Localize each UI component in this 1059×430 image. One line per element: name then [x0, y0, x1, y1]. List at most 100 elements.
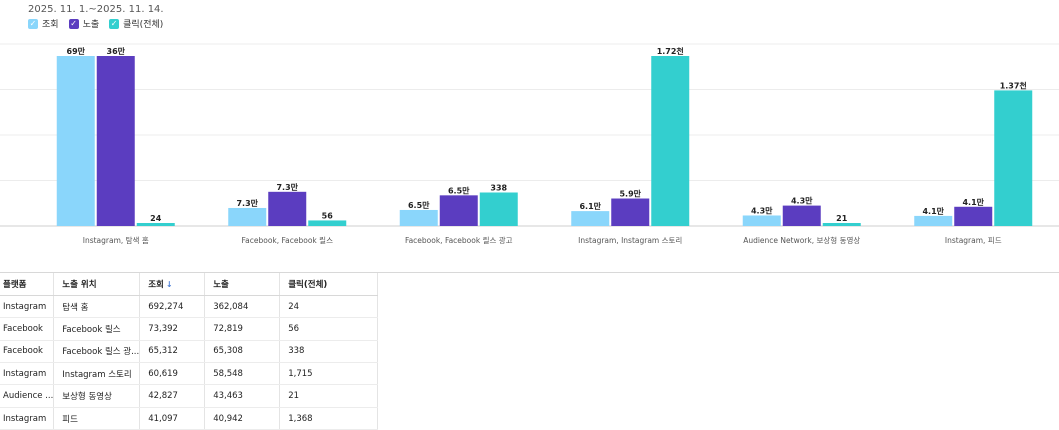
bar — [136, 223, 175, 226]
cell-views: 73,392 — [139, 317, 206, 341]
legend-label: 노출 — [82, 20, 100, 30]
table-row[interactable]: Facebook Facebook 릴스 광... 65,312 65,308 … — [0, 340, 379, 364]
x-tick-label: Facebook, Facebook 릴스 — [242, 236, 334, 245]
bar — [56, 56, 95, 226]
x-tick-label: Instagram, 탐색 홈 — [83, 235, 149, 245]
cell-platform: Instagram — [0, 362, 55, 386]
cell-platform: Facebook — [0, 317, 55, 341]
bar — [439, 195, 478, 226]
x-tick-label: Instagram, Instagram 스토리 — [578, 236, 682, 245]
data-label: 4.1만 — [962, 197, 984, 207]
data-label: 21 — [836, 214, 848, 223]
cell-clicks: 1,715 — [279, 362, 379, 386]
x-tick-label: Instagram, 피드 — [945, 236, 1002, 245]
bar — [994, 90, 1033, 226]
cell-views: 60,619 — [139, 362, 206, 386]
bar — [822, 223, 861, 226]
bar-chart: 69만 7.3만 6.5만 6.1만 4.3만 4.1만 36만 7.3만 6.5만 5.9만 4.… — [0, 43, 1059, 245]
legend-label: 조회 — [42, 20, 59, 30]
x-tick-label: Audience Network, 보상형 동영상 — [743, 235, 860, 245]
cell-platform: Facebook — [0, 340, 55, 364]
column-header-views[interactable]: 조회 ↓ — [139, 273, 206, 296]
legend-item-views[interactable]: ✓ 조회 — [28, 17, 59, 30]
data-label: 36만 — [107, 46, 126, 56]
cell-placement: Instagram 스토리 — [53, 362, 141, 386]
cell-impressions: 72,819 — [204, 317, 281, 341]
data-label: 7.3만 — [276, 182, 298, 192]
data-label: 338 — [490, 183, 507, 192]
bar — [611, 198, 650, 226]
table-row[interactable]: Instagram 탐색 홈 692,274 362,084 24 — [0, 295, 379, 319]
data-label: 6.5만 — [408, 200, 430, 210]
sort-down-icon[interactable]: ↓ — [165, 279, 173, 289]
bar — [782, 205, 821, 226]
cell-placement: Facebook 릴스 광... — [53, 340, 141, 364]
cell-placement: 탐색 홈 — [53, 295, 141, 319]
bar — [308, 220, 347, 226]
bar — [399, 209, 438, 226]
data-label: 4.1만 — [922, 206, 944, 216]
data-label: 4.3만 — [751, 205, 773, 215]
data-label: 69만 — [67, 46, 86, 56]
cell-clicks: 21 — [279, 384, 379, 408]
cell-impressions: 40,942 — [204, 407, 281, 430]
cell-placement: 피드 — [53, 407, 141, 430]
column-header-label: 조회 — [148, 279, 164, 290]
date-range: 2025. 11. 1.~2025. 11. 14. — [28, 4, 164, 15]
cell-platform: Audience ... — [0, 384, 55, 408]
legend-item-impressions[interactable]: ✓ 노출 — [68, 17, 100, 30]
cell-views: 42,827 — [139, 384, 206, 408]
data-label: 56 — [322, 211, 334, 220]
legend-item-clicks[interactable]: ✓ 클릭(전체) — [109, 17, 163, 30]
cell-clicks: 1,368 — [279, 407, 379, 430]
bar — [479, 192, 518, 226]
legend-label: 클릭(전체) — [123, 20, 164, 30]
column-header-placement[interactable]: 노출 위치 — [53, 273, 141, 296]
x-tick-label: Facebook, Facebook 릴스 광고 — [405, 235, 513, 245]
cell-clicks: 56 — [279, 317, 379, 341]
bar — [571, 211, 610, 226]
bar — [228, 207, 267, 226]
cell-impressions: 43,463 — [204, 384, 281, 408]
data-label: 5.9만 — [619, 189, 641, 199]
data-label: 6.1만 — [579, 201, 601, 211]
cell-placement: Facebook 릴스 — [53, 317, 141, 341]
bar — [954, 206, 993, 226]
check-icon[interactable]: ✓ — [28, 18, 38, 29]
cell-placement: 보상형 동영상 — [53, 384, 141, 408]
divider — [0, 272, 1059, 273]
column-header-platform[interactable]: 플랫폼 — [0, 273, 55, 296]
cell-platform: Instagram — [0, 295, 55, 319]
data-label: 7.3만 — [236, 198, 258, 208]
table-header-row: 플랫폼 노출 위치 조회 ↓ 노출 클릭(전체) — [0, 273, 379, 296]
data-label: 24 — [150, 214, 162, 223]
cell-views: 692,274 — [139, 295, 206, 319]
column-header-clicks[interactable]: 클릭(전체) — [279, 273, 379, 296]
cell-impressions: 362,084 — [204, 295, 281, 319]
bar — [914, 215, 953, 226]
data-label: 1.72천 — [657, 46, 684, 56]
cell-views: 65,312 — [139, 340, 206, 364]
column-header-impressions[interactable]: 노출 — [204, 273, 281, 296]
cell-views: 41,097 — [139, 407, 206, 430]
cell-clicks: 24 — [279, 295, 379, 319]
data-table: 플랫폼 노출 위치 조회 ↓ 노출 클릭(전체) Instagram 탐색 홈 6… — [0, 273, 379, 430]
data-label: 1.37천 — [1000, 80, 1027, 90]
bar — [268, 191, 307, 226]
table-row[interactable]: Facebook Facebook 릴스 73,392 72,819 56 — [0, 317, 379, 341]
cell-platform: Instagram — [0, 407, 55, 430]
table-row[interactable]: Instagram 피드 41,097 40,942 1,368 — [0, 407, 379, 430]
cell-impressions: 65,308 — [204, 340, 281, 364]
cell-impressions: 58,548 — [204, 362, 281, 386]
data-label: 6.5만 — [448, 185, 470, 195]
check-icon[interactable]: ✓ — [109, 18, 120, 29]
table-row[interactable]: Audience ... 보상형 동영상 42,827 43,463 21 — [0, 384, 379, 408]
chart-legend: ✓ 조회 ✓ 노출 ✓ 클릭(전체) — [28, 17, 163, 30]
data-label: 4.3만 — [791, 196, 813, 206]
check-icon[interactable]: ✓ — [68, 18, 79, 29]
bar — [742, 215, 781, 226]
table-row[interactable]: Instagram Instagram 스토리 60,619 58,548 1,… — [0, 362, 379, 386]
cell-clicks: 338 — [279, 340, 379, 364]
bar — [651, 56, 690, 226]
bar — [96, 56, 135, 226]
